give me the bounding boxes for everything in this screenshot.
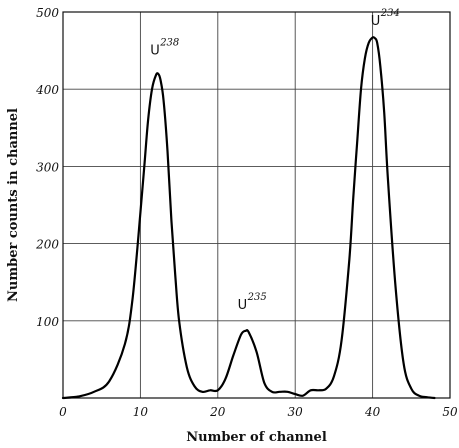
plot-frame	[62, 11, 451, 399]
peak-label: U	[150, 43, 160, 58]
x-tick-label: 20	[209, 405, 226, 419]
x-axis-label: Number of channel	[186, 430, 327, 445]
x-tick-label: 0	[59, 405, 67, 419]
y-tick-label: 400	[35, 83, 59, 97]
x-tick-label: 40	[364, 405, 381, 419]
y-axis-label: Number counts in channel	[6, 108, 21, 302]
x-tick-label: 30	[288, 405, 304, 419]
x-tick-label: 10	[133, 405, 149, 419]
peak-label: U	[238, 298, 248, 313]
x-tick-label: 50	[442, 405, 458, 419]
y-tick-label: 300	[36, 160, 59, 174]
y-tick-label: 500	[36, 6, 59, 20]
y-tick-labels: 100 200 300 400 500	[35, 6, 59, 329]
spectrum-curve	[61, 36, 436, 400]
peak-label-superscript: 235	[247, 292, 267, 303]
grid-lines	[63, 12, 450, 398]
peak-label-superscript: 234	[380, 8, 400, 19]
y-tick-label: 200	[35, 238, 59, 252]
x-tick-labels: 0 10 20 30 40 50	[59, 405, 458, 419]
peak-label-superscript: 238	[159, 37, 179, 48]
peak-label: U	[371, 14, 381, 29]
y-tick-label: 100	[36, 315, 59, 329]
